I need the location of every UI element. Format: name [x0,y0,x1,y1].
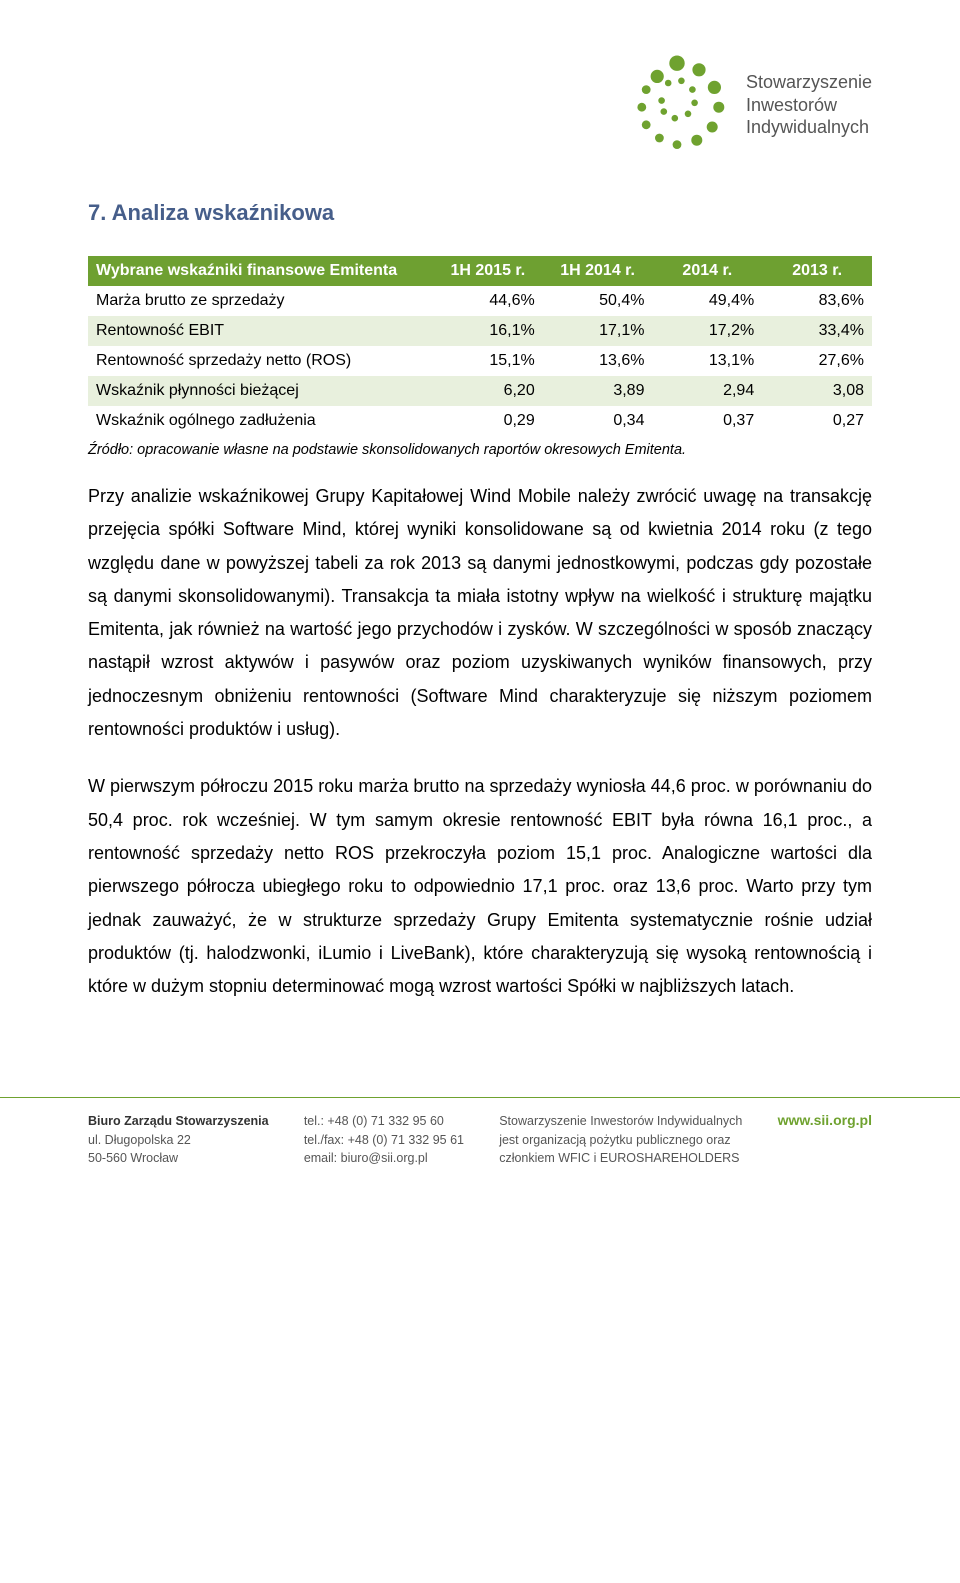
cell: 0,29 [433,406,543,436]
col-header: 2013 r. [762,256,872,286]
logo-line-3: Indywidualnych [746,116,872,139]
cell: 0,34 [543,406,653,436]
footer-line: ul. Długopolska 22 [88,1133,191,1147]
cell: 27,6% [762,346,872,376]
section-heading: 7. Analiza wskaźnikowa [88,200,872,226]
logo-text: Stowarzyszenie Inwestorów Indywidualnych [746,71,872,139]
cell: 49,4% [652,286,762,316]
cell: 0,27 [762,406,872,436]
cell: 44,6% [433,286,543,316]
cell: Wskaźnik ogólnego zadłużenia [88,406,433,436]
cell: Wskaźnik płynności bieżącej [88,376,433,406]
body-paragraph-1: Przy analizie wskaźnikowej Grupy Kapitał… [88,480,872,746]
col-header: 2014 r. [652,256,762,286]
footer-line: 50-560 Wrocław [88,1151,178,1165]
table-row: Marża brutto ze sprzedaży 44,6% 50,4% 49… [88,286,872,316]
cell: 13,6% [543,346,653,376]
body-paragraph-2: W pierwszym półroczu 2015 roku marża bru… [88,770,872,1003]
cell: 17,2% [652,316,762,346]
page-footer: Biuro Zarządu Stowarzyszenia ul. Długopo… [0,1097,960,1196]
footer-contact: tel.: +48 (0) 71 332 95 60 tel./fax: +48… [304,1112,464,1166]
cell: 83,6% [762,286,872,316]
logo-line-2: Inwestorów [746,94,872,117]
cell: Marża brutto ze sprzedaży [88,286,433,316]
table-row: Rentowność sprzedaży netto (ROS) 15,1% 1… [88,346,872,376]
cell: 2,94 [652,376,762,406]
table-row: Rentowność EBIT 16,1% 17,1% 17,2% 33,4% [88,316,872,346]
footer-org: Stowarzyszenie Inwestorów Indywidualnych… [499,1112,742,1166]
cell: 6,20 [433,376,543,406]
col-header: 1H 2014 r. [543,256,653,286]
cell: 17,1% [543,316,653,346]
footer-line: email: biuro@sii.org.pl [304,1151,428,1165]
cell: 13,1% [652,346,762,376]
footer-line: jest organizacją pożytku publicznego ora… [499,1133,730,1147]
footer-line: członkiem WFIC i EUROSHAREHOLDERS [499,1151,739,1165]
cell: 16,1% [433,316,543,346]
table-row: Wskaźnik ogólnego zadłużenia 0,29 0,34 0… [88,406,872,436]
cell: 15,1% [433,346,543,376]
col-header: 1H 2015 r. [433,256,543,286]
footer-address: Biuro Zarządu Stowarzyszenia ul. Długopo… [88,1112,269,1166]
table-row: Wskaźnik płynności bieżącej 6,20 3,89 2,… [88,376,872,406]
cell: Rentowność sprzedaży netto (ROS) [88,346,433,376]
cell: 33,4% [762,316,872,346]
indicators-table: Wybrane wskaźniki finansowe Emitenta 1H … [88,256,872,436]
header-logo: Stowarzyszenie Inwestorów Indywidualnych [88,50,872,160]
cell: 50,4% [543,286,653,316]
footer-line: Biuro Zarządu Stowarzyszenia [88,1114,269,1128]
cell: 3,08 [762,376,872,406]
cell: 3,89 [543,376,653,406]
logo-icon [622,50,732,160]
footer-line: tel./fax: +48 (0) 71 332 95 61 [304,1133,464,1147]
cell: 0,37 [652,406,762,436]
footer-line: tel.: +48 (0) 71 332 95 60 [304,1114,444,1128]
col-header: Wybrane wskaźniki finansowe Emitenta [88,256,433,286]
source-note: Źródło: opracowanie własne na podstawie … [88,442,872,458]
table-header-row: Wybrane wskaźniki finansowe Emitenta 1H … [88,256,872,286]
footer-line: Stowarzyszenie Inwestorów Indywidualnych [499,1114,742,1128]
cell: Rentowność EBIT [88,316,433,346]
logo-line-1: Stowarzyszenie [746,71,872,94]
footer-url[interactable]: www.sii.org.pl [778,1112,872,1128]
